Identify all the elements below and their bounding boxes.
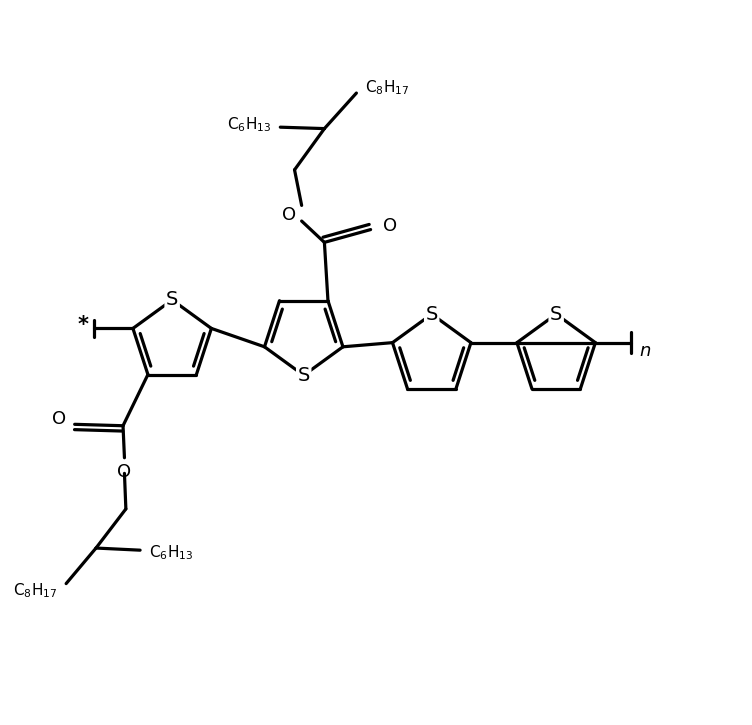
Text: n: n <box>639 342 650 360</box>
Text: C$_8$H$_{17}$: C$_8$H$_{17}$ <box>14 581 58 600</box>
Text: *: * <box>78 315 89 335</box>
Text: S: S <box>298 366 310 385</box>
Text: S: S <box>426 304 438 323</box>
Text: C$_6$H$_{13}$: C$_6$H$_{13}$ <box>227 115 271 133</box>
Text: O: O <box>117 463 132 481</box>
Text: O: O <box>52 410 66 428</box>
Text: O: O <box>282 207 296 224</box>
Text: S: S <box>550 304 562 323</box>
Text: S: S <box>166 291 178 310</box>
Text: C$_6$H$_{13}$: C$_6$H$_{13}$ <box>149 544 193 563</box>
Text: C$_8$H$_{17}$: C$_8$H$_{17}$ <box>365 78 409 96</box>
Text: O: O <box>384 217 398 235</box>
